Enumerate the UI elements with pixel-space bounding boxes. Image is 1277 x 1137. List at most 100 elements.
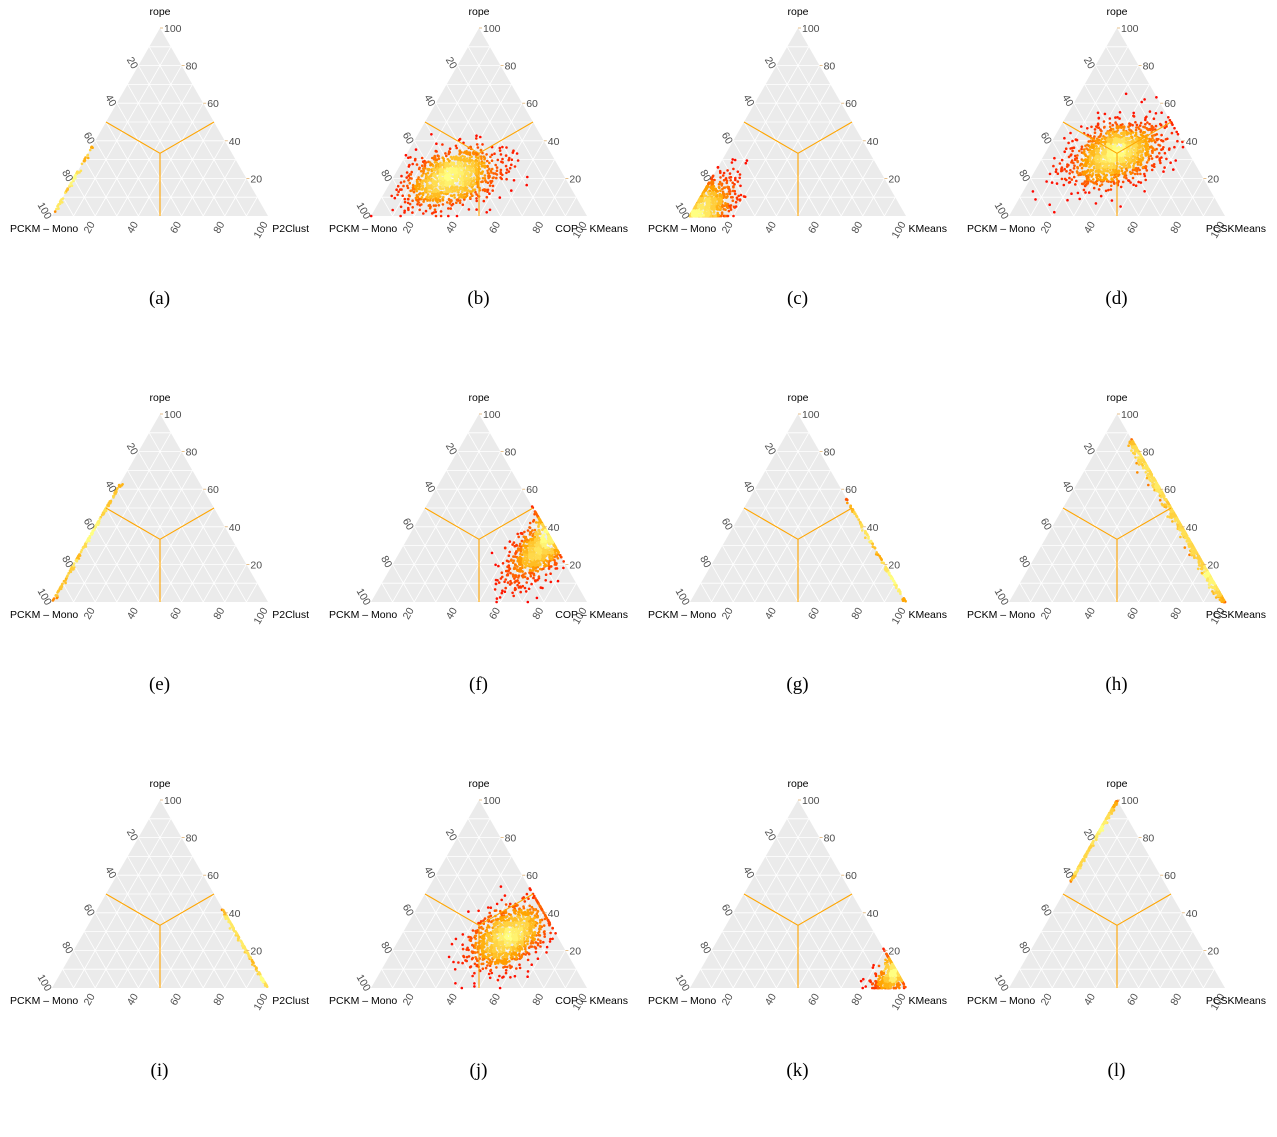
data-point (1201, 567, 1204, 570)
data-point (529, 531, 532, 534)
data-point (717, 202, 720, 205)
data-point (472, 184, 475, 187)
data-point (434, 211, 437, 214)
data-point (447, 215, 450, 218)
data-point (904, 600, 907, 603)
data-point (1196, 557, 1199, 560)
data-point (1095, 202, 1098, 205)
data-point (408, 195, 411, 198)
data-point (1140, 154, 1143, 157)
data-point (1128, 122, 1131, 125)
data-point (1139, 124, 1142, 127)
data-point (1198, 564, 1201, 567)
data-point (481, 165, 484, 168)
data-point (1082, 159, 1085, 162)
tick-label-rope: 40 (867, 522, 879, 534)
data-point (435, 142, 438, 145)
data-point (1063, 137, 1066, 140)
data-point (1139, 173, 1142, 176)
data-point (1123, 134, 1126, 137)
data-point (737, 195, 740, 198)
data-point (472, 152, 475, 155)
data-point (439, 173, 442, 176)
data-point (734, 179, 737, 182)
data-point (535, 521, 538, 524)
data-point (409, 182, 412, 185)
data-point (480, 181, 483, 184)
data-point (1105, 190, 1108, 193)
data-point (424, 164, 427, 167)
data-point (1088, 174, 1091, 177)
data-point (1056, 182, 1059, 185)
tick-label-rope: 80 (824, 447, 836, 459)
data-point (545, 573, 548, 576)
data-point (554, 561, 557, 564)
data-point (1122, 159, 1125, 162)
data-point (722, 208, 725, 211)
data-point (490, 171, 493, 174)
data-point (1173, 513, 1176, 516)
data-point (418, 209, 421, 212)
data-point (1045, 180, 1048, 183)
data-point (1081, 167, 1084, 170)
data-point (491, 552, 494, 555)
data-point (414, 158, 417, 161)
data-point (732, 215, 735, 218)
data-point (461, 189, 464, 192)
data-point (718, 183, 721, 186)
data-point (1071, 140, 1074, 143)
data-point (501, 146, 504, 149)
data-point (92, 530, 95, 533)
data-point (407, 209, 410, 212)
data-point (517, 576, 520, 579)
data-point (698, 206, 701, 209)
data-point (461, 179, 464, 182)
data-point (857, 518, 860, 521)
data-point (462, 173, 465, 176)
data-point (1134, 156, 1137, 159)
data-point (422, 170, 425, 173)
data-point (523, 531, 526, 534)
data-point (505, 146, 508, 149)
data-point (450, 187, 453, 190)
data-point (1155, 112, 1158, 115)
data-point (517, 159, 520, 162)
ternary-chart: 202020404040606060808080100100100ropePCK… (0, 386, 319, 686)
data-point (526, 176, 529, 179)
data-point (1070, 192, 1073, 195)
data-point (409, 173, 412, 176)
data-point (880, 558, 883, 561)
data-point (509, 572, 512, 575)
data-point (448, 151, 451, 154)
data-point (534, 536, 537, 539)
data-point (432, 190, 435, 193)
data-point (519, 567, 522, 570)
data-point (551, 548, 554, 551)
data-point (416, 181, 419, 184)
data-point (874, 547, 877, 550)
data-point (90, 146, 93, 149)
data-point (496, 579, 499, 582)
data-point (499, 147, 502, 150)
data-point (725, 196, 728, 199)
data-point (1169, 161, 1172, 164)
data-point (525, 548, 528, 551)
data-point (705, 205, 708, 208)
data-point (1135, 462, 1138, 465)
data-point (732, 199, 735, 202)
tick-label-left: 100 (992, 200, 1011, 221)
data-point (421, 196, 424, 199)
data-point (491, 154, 494, 157)
data-point (436, 171, 439, 174)
data-point (499, 596, 502, 599)
data-point (530, 575, 533, 578)
axis-title-top: rope (468, 392, 489, 404)
ternary-chart: 202020404040606060808080100100100ropePCK… (319, 386, 638, 686)
data-point (1172, 515, 1175, 518)
data-point (1218, 591, 1221, 594)
data-point (523, 541, 526, 544)
data-point (442, 203, 445, 206)
data-point (1065, 170, 1068, 173)
data-point (1053, 157, 1056, 160)
data-point (467, 189, 470, 192)
